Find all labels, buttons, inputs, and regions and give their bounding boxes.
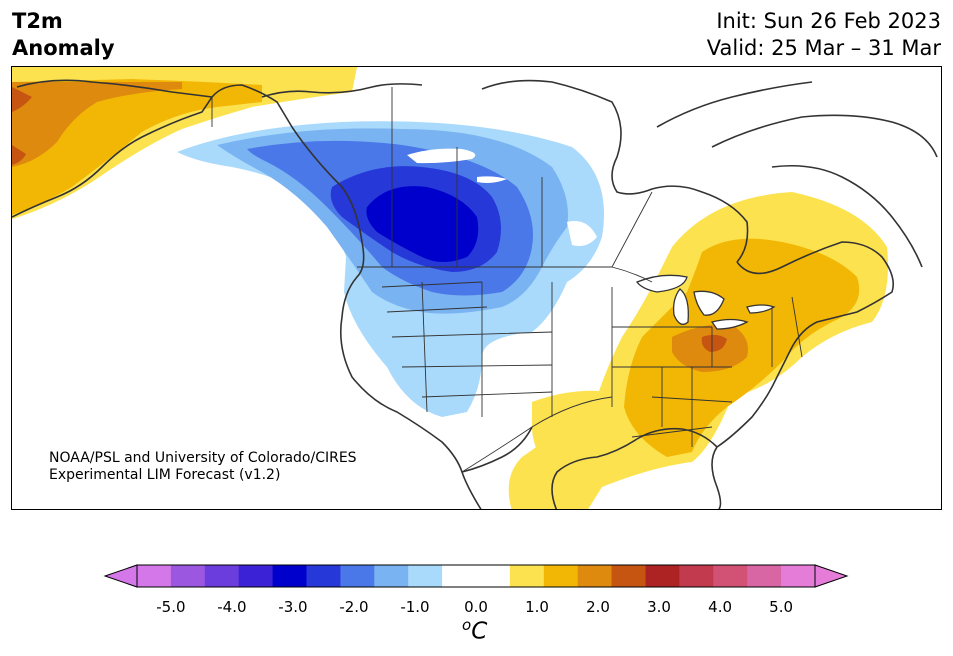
colorbar-segment: [747, 565, 782, 587]
colorbar-tick-label: 5.0: [769, 598, 794, 616]
title-line-1: T2m: [12, 9, 63, 33]
colorbar-segment: [577, 565, 613, 587]
colorbar-segment: [204, 565, 240, 587]
credit-text: NOAA/PSL and University of Colorado/CIRE…: [49, 450, 357, 484]
colorbar-ticks: -5.0 -4.0 -3.0 -2.0 -1.0 0.0 1.0 2.0 3.0 4.0 5.0: [0, 598, 953, 618]
unit-degree: o: [462, 616, 472, 634]
colorbar-tick-label: -1.0: [400, 598, 430, 616]
cold-strongest: [366, 186, 479, 262]
colorbar-tick-label: -3.0: [278, 598, 308, 616]
colorbar-segment: [442, 565, 477, 587]
alaska-warm-hot-2: [12, 145, 26, 165]
lake-patch-1: [407, 148, 476, 164]
lake-patch-2: [477, 176, 507, 183]
colorbar-segment: [137, 565, 172, 587]
borders: [211, 87, 803, 473]
colorbar-border: [136, 564, 816, 588]
colorbar-tick-label: -2.0: [339, 598, 369, 616]
colorbar-tick-label: -4.0: [217, 598, 247, 616]
colorbar-segment: [645, 565, 680, 587]
lake-patch-3: [567, 221, 597, 246]
colorbar-under-extension: [103, 564, 138, 588]
alaska-warm-hot: [12, 87, 32, 112]
colorbar-over-extension: [814, 564, 849, 588]
unit-celsius: C: [471, 618, 488, 645]
colorbar-segment: [408, 565, 443, 587]
east-warm-hot: [701, 334, 727, 352]
colorbar-tick-label: -5.0: [156, 598, 186, 616]
map-svg: [12, 67, 938, 509]
colorbar-segment: [340, 565, 375, 587]
map-title: T2m Anomaly: [12, 8, 115, 62]
colorbar-unit: oC: [462, 616, 487, 645]
colorbar-segment: [781, 565, 816, 587]
colorbar-segment: [476, 565, 511, 587]
colorbar-tick-label: 3.0: [647, 598, 671, 616]
colorbar-segment: [611, 565, 646, 587]
init-date: Init: Sun 26 Feb 2023: [716, 9, 941, 33]
great-lakes: [635, 274, 776, 330]
colorbar-segment: [713, 565, 748, 587]
anomaly-map: [11, 66, 942, 510]
colorbar-segment: [170, 565, 206, 587]
colorbar-tick-label: 1.0: [525, 598, 549, 616]
colorbar: [103, 564, 849, 588]
colorbar-segment: [306, 565, 341, 587]
forecast-dates: Init: Sun 26 Feb 2023 Valid: 25 Mar – 31…: [707, 8, 941, 62]
colorbar-segment: [238, 565, 274, 587]
colorbar-tick-label: 2.0: [586, 598, 610, 616]
colorbar-tick-label: 4.0: [708, 598, 733, 616]
colorbar-segment: [272, 565, 307, 587]
coastlines: [12, 79, 938, 509]
credit-line-2: Experimental LIM Forecast (v1.2): [49, 467, 281, 483]
south-warm-light: [532, 390, 617, 467]
colorbar-segment: [543, 565, 579, 587]
title-line-2: Anomaly: [12, 36, 115, 60]
alaska-warm-strong: [12, 82, 182, 167]
colorbar-segment: [679, 565, 714, 587]
credit-line-1: NOAA/PSL and University of Colorado/CIRE…: [49, 450, 357, 466]
colorbar-segment: [374, 565, 409, 587]
valid-range: Valid: 25 Mar – 31 Mar: [706, 36, 941, 60]
colorbar-segment: [509, 565, 545, 587]
colorbar-tick-label: 0.0: [464, 598, 488, 616]
